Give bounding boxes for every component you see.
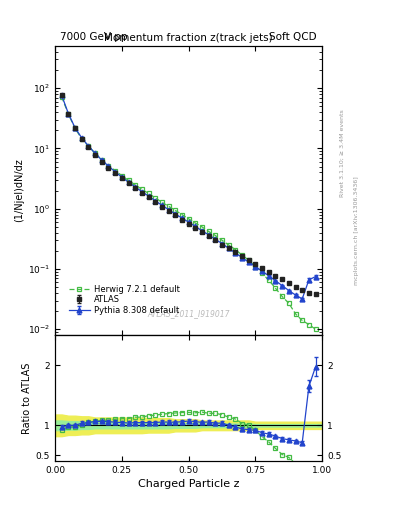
Herwig 7.2.1 default bbox=[273, 285, 278, 291]
Text: Soft QCD: Soft QCD bbox=[269, 32, 317, 42]
Y-axis label: Ratio to ATLAS: Ratio to ATLAS bbox=[22, 362, 31, 434]
Herwig 7.2.1 default bbox=[260, 270, 264, 276]
Title: Momentum fraction z(track jets): Momentum fraction z(track jets) bbox=[104, 33, 273, 42]
Herwig 7.2.1 default bbox=[73, 125, 77, 132]
Herwig 7.2.1 default bbox=[133, 182, 138, 188]
Herwig 7.2.1 default bbox=[79, 136, 84, 142]
Herwig 7.2.1 default bbox=[220, 237, 224, 243]
Herwig 7.2.1 default bbox=[166, 203, 171, 209]
Herwig 7.2.1 default bbox=[200, 224, 204, 230]
Herwig 7.2.1 default bbox=[293, 311, 298, 317]
Herwig 7.2.1 default bbox=[173, 207, 178, 214]
Herwig 7.2.1 default bbox=[240, 252, 244, 258]
Herwig 7.2.1 default bbox=[233, 246, 238, 252]
Text: 7000 GeV pp: 7000 GeV pp bbox=[61, 32, 128, 42]
Herwig 7.2.1 default bbox=[226, 242, 231, 248]
Herwig 7.2.1 default bbox=[99, 157, 104, 163]
Herwig 7.2.1 default bbox=[93, 151, 97, 157]
Herwig 7.2.1 default bbox=[140, 186, 144, 193]
Herwig 7.2.1 default bbox=[253, 264, 258, 270]
Text: Rivet 3.1.10; ≥ 3.4M events: Rivet 3.1.10; ≥ 3.4M events bbox=[340, 110, 345, 198]
Herwig 7.2.1 default bbox=[246, 257, 251, 263]
Herwig 7.2.1 default bbox=[280, 293, 285, 300]
Herwig 7.2.1 default bbox=[86, 143, 91, 149]
Text: mcplots.cern.ch [arXiv:1306.3436]: mcplots.cern.ch [arXiv:1306.3436] bbox=[354, 176, 359, 285]
Herwig 7.2.1 default bbox=[66, 111, 71, 117]
Herwig 7.2.1 default bbox=[160, 199, 164, 205]
Text: ATLAS_2011_I919017: ATLAS_2011_I919017 bbox=[147, 309, 230, 318]
Herwig 7.2.1 default bbox=[146, 190, 151, 197]
Y-axis label: (1/Njel)dN/dz: (1/Njel)dN/dz bbox=[14, 159, 24, 223]
Herwig 7.2.1 default bbox=[206, 228, 211, 234]
Herwig 7.2.1 default bbox=[106, 162, 111, 168]
Herwig 7.2.1 default bbox=[126, 177, 131, 183]
Legend: Herwig 7.2.1 default, ATLAS, Pythia 8.308 default: Herwig 7.2.1 default, ATLAS, Pythia 8.30… bbox=[67, 283, 182, 316]
Herwig 7.2.1 default bbox=[313, 326, 318, 332]
Herwig 7.2.1 default bbox=[266, 277, 271, 283]
Herwig 7.2.1 default bbox=[186, 216, 191, 222]
Herwig 7.2.1 default bbox=[307, 322, 311, 328]
Line: Herwig 7.2.1 default: Herwig 7.2.1 default bbox=[59, 94, 318, 332]
Herwig 7.2.1 default bbox=[59, 94, 64, 100]
Herwig 7.2.1 default bbox=[213, 232, 218, 239]
Herwig 7.2.1 default bbox=[286, 300, 291, 306]
Herwig 7.2.1 default bbox=[300, 317, 305, 324]
Herwig 7.2.1 default bbox=[180, 211, 184, 218]
Herwig 7.2.1 default bbox=[153, 195, 158, 201]
Herwig 7.2.1 default bbox=[113, 167, 118, 174]
Herwig 7.2.1 default bbox=[193, 220, 198, 226]
X-axis label: Charged Particle z: Charged Particle z bbox=[138, 479, 239, 489]
Herwig 7.2.1 default bbox=[119, 173, 124, 179]
